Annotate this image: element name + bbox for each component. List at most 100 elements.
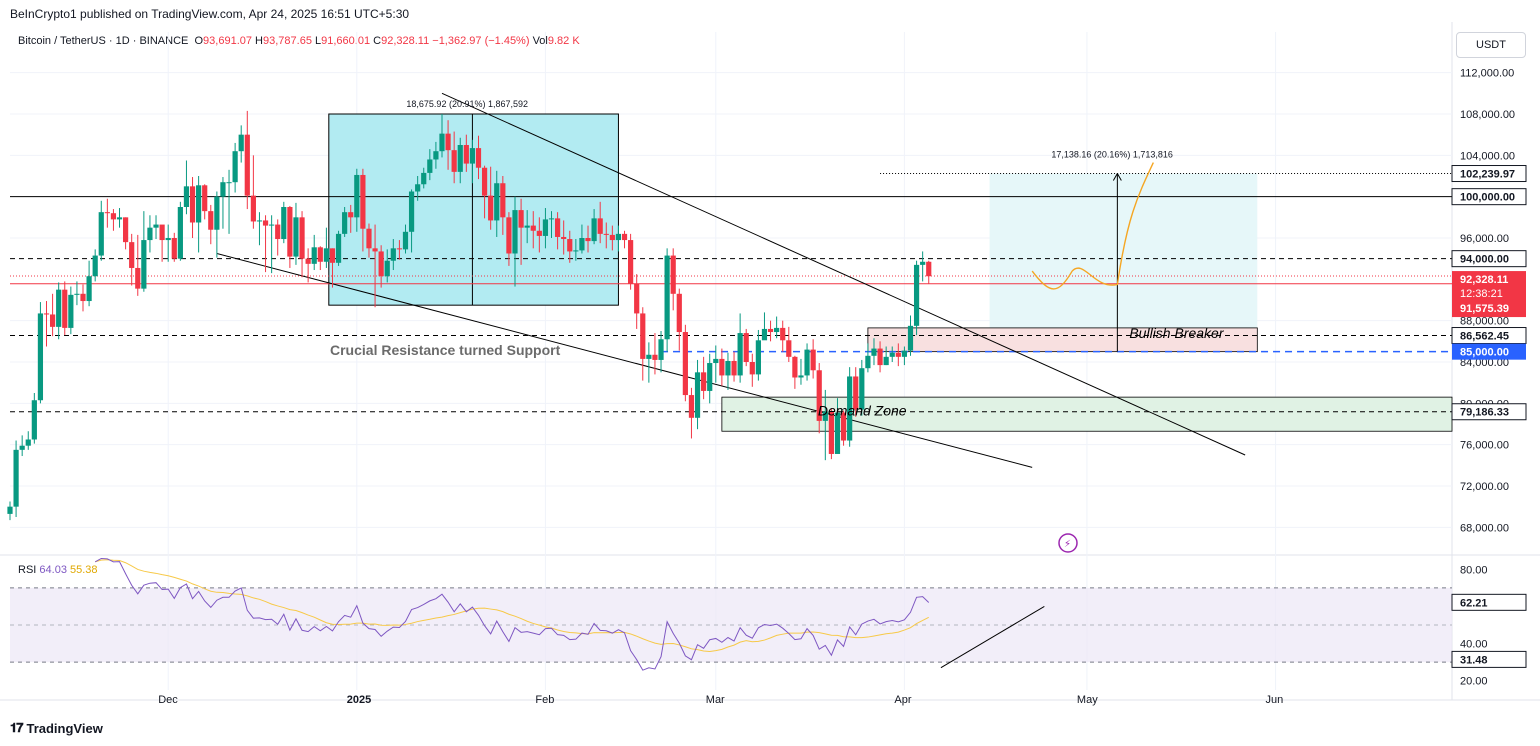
y-tick-label: 104,000.00	[1460, 150, 1515, 162]
candle-body	[688, 395, 695, 418]
candle-body	[774, 327, 780, 333]
candle-body	[847, 376, 853, 441]
candle-body	[530, 225, 536, 231]
candle-body	[494, 183, 500, 221]
candle-body	[713, 358, 719, 364]
candle-body	[208, 211, 214, 230]
candle-body	[652, 354, 658, 360]
crucial-support-label: Crucial Resistance turned Support	[330, 342, 561, 358]
candle-body	[335, 233, 342, 263]
candle-body	[311, 247, 317, 264]
candle-body	[481, 167, 488, 196]
candle-body	[615, 233, 622, 241]
open-value: 93,691.07	[203, 35, 252, 47]
candle-body	[883, 356, 889, 366]
level-tag-border	[1451, 188, 1527, 206]
x-tick-label: Apr	[894, 694, 911, 706]
tradingview-logo[interactable]: 𝟏𝟕 TradingView	[10, 720, 103, 736]
candle-body	[354, 174, 360, 218]
candle-body	[378, 251, 384, 277]
candle-body	[518, 210, 524, 228]
rsi-ma-value: 55.38	[70, 564, 98, 576]
rsi-lower-tag: 31.48	[1460, 654, 1488, 666]
tradingview-logo-icon: 𝟏𝟕	[10, 720, 24, 735]
candle-body	[390, 248, 396, 261]
candle-body	[147, 227, 153, 241]
level-tag-bg	[1452, 165, 1526, 182]
candle-body	[548, 218, 555, 220]
candle-body	[262, 220, 269, 226]
candle-body	[25, 439, 31, 446]
last-price-tag-bg	[1452, 271, 1526, 318]
x-tick-label: Feb	[535, 694, 554, 706]
candle-body	[457, 145, 463, 172]
candle-body	[597, 218, 603, 234]
level-tag-bg	[1452, 250, 1526, 267]
level-tag-border	[1451, 250, 1527, 268]
rsi-divergence-line	[940, 605, 1045, 669]
candle-body	[159, 224, 165, 241]
candle-body	[798, 375, 804, 378]
candle-body	[372, 248, 378, 252]
candle-body	[98, 212, 104, 256]
candle-body	[323, 248, 329, 262]
candle-body	[585, 238, 591, 242]
candle-body	[439, 133, 445, 152]
measure-label-1: 18,675.92 (20.91%) 1,867,592	[406, 99, 528, 109]
candle-body	[506, 217, 512, 254]
candle-body	[80, 293, 86, 302]
candle-body	[19, 445, 25, 450]
upper-wedge-line	[441, 92, 1246, 456]
candle-body	[743, 333, 749, 362]
candle-body	[196, 185, 202, 223]
y-tick-label: 96,000.00	[1460, 233, 1509, 245]
measure-box-1	[328, 113, 619, 306]
ohlc-legend: Bitcoin / TetherUS · 1D · BINANCE O93,69…	[18, 35, 580, 47]
candle-body	[281, 207, 287, 240]
candle-body	[68, 294, 74, 328]
candle-body	[834, 412, 841, 454]
candle-body	[214, 196, 220, 230]
candle-body	[469, 148, 476, 164]
candle-body	[536, 230, 542, 236]
level-tag-bg	[1452, 343, 1526, 360]
y-tick-label: 84,000.00	[1460, 357, 1509, 369]
candle-body	[658, 339, 664, 360]
candle-body	[603, 233, 609, 235]
level-tag-bg	[1452, 327, 1526, 344]
candle-body	[640, 313, 646, 359]
lightning-icon	[1058, 533, 1078, 553]
tradingview-brand: TradingView	[26, 720, 103, 736]
open-label: O	[194, 35, 204, 47]
candle-body	[256, 220, 263, 222]
y-tick-label: 112,000.00	[1460, 68, 1514, 80]
candle-body	[153, 224, 159, 228]
currency-button[interactable]: USDT	[1456, 32, 1526, 58]
y-tick-label: 88,000.00	[1460, 316, 1509, 328]
candle-body	[786, 340, 792, 357]
candle-body	[7, 506, 13, 514]
candle-body	[865, 355, 871, 369]
level-tag-bg	[1452, 188, 1526, 205]
candle-body	[317, 247, 323, 262]
x-tick-label: May	[1077, 694, 1098, 706]
candle-body	[859, 368, 865, 410]
level-tag: 94,000.00	[1460, 254, 1509, 266]
measure-arrow-2-head	[1112, 173, 1122, 181]
demand-zone-label: Demand Zone	[818, 403, 907, 419]
candle-body	[37, 313, 44, 401]
candle-body	[141, 240, 147, 289]
candle-body	[135, 267, 141, 289]
rsi-ma-line	[95, 559, 929, 652]
candle-body	[682, 332, 688, 396]
candle-body	[920, 261, 926, 265]
candle-body	[749, 362, 755, 375]
candle-body	[366, 228, 372, 249]
candle-body	[542, 219, 549, 236]
rsi-tick-label: 80.00	[1460, 564, 1488, 576]
symbol-name[interactable]: Bitcoin / TetherUS · 1D · BINANCE	[18, 35, 189, 47]
level-tag-border	[1451, 403, 1527, 421]
candle-body	[755, 340, 761, 375]
candle-body	[104, 212, 110, 214]
